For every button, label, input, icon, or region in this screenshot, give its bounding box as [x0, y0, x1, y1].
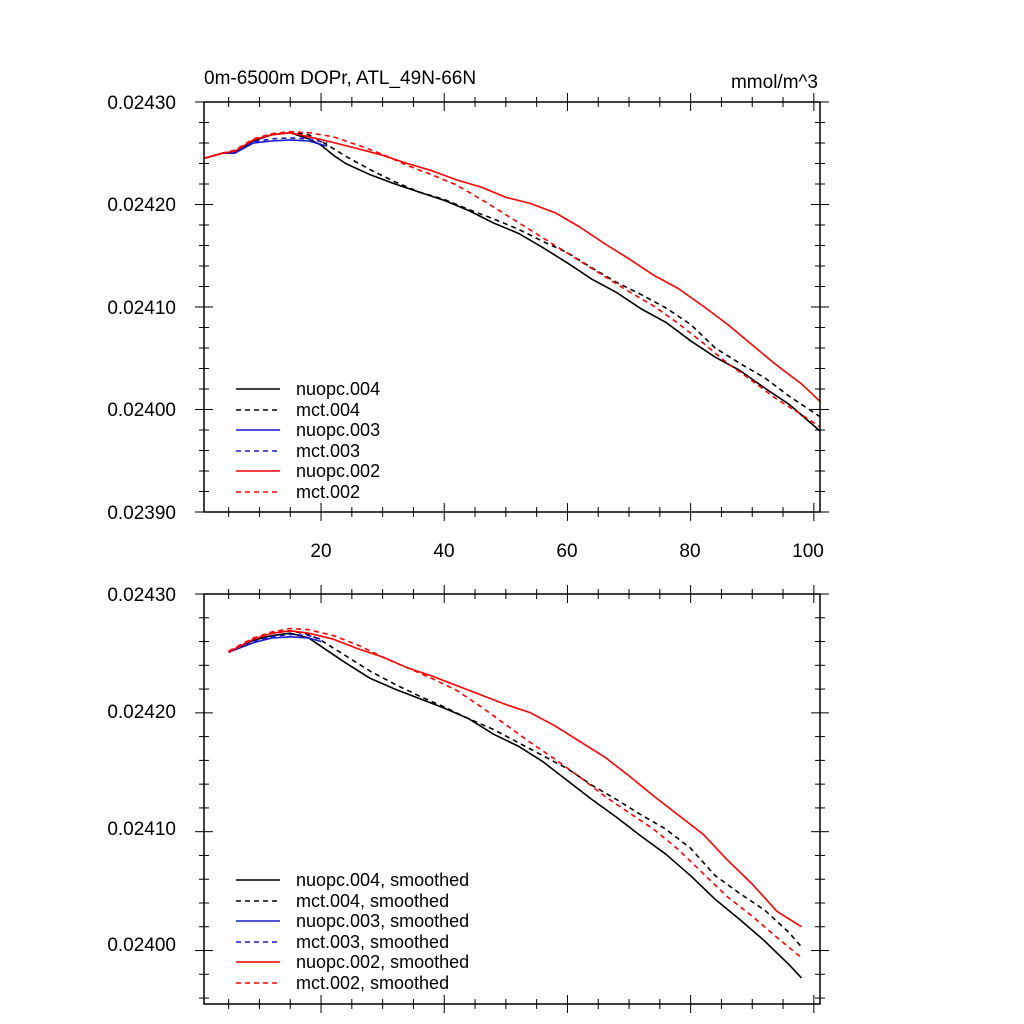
legend-label: nuopc.004: [296, 379, 380, 399]
legend-label: mct.004: [296, 400, 360, 420]
top-series: [203, 130, 821, 432]
bottom-y-tick-label: 0.02400: [107, 935, 176, 956]
legend-label: mct.004, smoothed: [296, 891, 449, 911]
bottom-y-tick-label: 0.02410: [107, 819, 176, 840]
legend-label: mct.003, smoothed: [296, 932, 449, 952]
bottom-legend: nuopc.004, smoothed mct.004, smoothed nu…: [236, 870, 469, 993]
bottom-series-mct-003-smoothed: [228, 633, 322, 653]
top-x-tick-labels: 20 40 60 80 100: [310, 541, 823, 562]
top-y-tick-label: 0.02400: [107, 400, 176, 421]
top-legend: nuopc.004 mct.004 nuopc.003 mct.003 nuop…: [236, 379, 380, 502]
bottom-series-nuopc-003-smoothed: [228, 636, 322, 653]
bottom-plot-frame: [203, 593, 821, 1005]
bottom-ticks: [195, 585, 829, 1013]
top-y-tick-label: 0.02410: [107, 298, 176, 319]
top-x-tick-label: 20: [310, 541, 331, 562]
top-x-tick-label: 40: [433, 541, 454, 562]
legend-label: nuopc.002, smoothed: [296, 952, 469, 972]
top-panel: 0m-6500m DOPr, ATL_49N-66N mmol/m^3 0.02…: [107, 68, 829, 562]
top-x-tick-label: 80: [679, 541, 700, 562]
legend-label: nuopc.003, smoothed: [296, 911, 469, 931]
top-y-tick-label: 0.02420: [107, 195, 176, 216]
legend-label: mct.002: [296, 482, 360, 502]
legend-label: nuopc.002: [296, 461, 380, 481]
top-plot-frame: [203, 101, 821, 513]
top-units: mmol/m^3: [731, 72, 818, 93]
top-x-tick-label: 100: [792, 541, 824, 562]
legend-label: mct.002, smoothed: [296, 973, 449, 993]
bottom-y-tick-label: 0.02420: [107, 702, 176, 723]
top-y-tick-label: 0.02430: [107, 93, 176, 114]
top-y-tick-labels: 0.02430 0.02420 0.02410 0.02400 0.02390: [107, 93, 176, 524]
legend-label: mct.003: [296, 441, 360, 461]
top-y-tick-label: 0.02390: [107, 503, 176, 524]
top-series-nuopc-002: [203, 131, 821, 402]
bottom-y-tick-labels: 0.02430 0.02420 0.02410 0.02400: [107, 585, 176, 956]
bottom-panel: 0.02430 0.02420 0.02410 0.02400 nuopc.00…: [107, 585, 829, 1013]
bottom-series-nuopc-002-smoothed: [228, 630, 802, 928]
bottom-y-tick-label: 0.02430: [107, 585, 176, 606]
top-ticks: [195, 93, 829, 521]
legend-label: nuopc.003: [296, 420, 380, 440]
top-x-tick-label: 60: [556, 541, 577, 562]
bottom-series-mct-004-smoothed: [228, 630, 803, 948]
top-title: 0m-6500m DOPr, ATL_49N-66N: [204, 68, 476, 89]
top-series-mct-002: [203, 130, 821, 428]
bottom-series-mct-002-smoothed: [228, 627, 803, 959]
legend-label: nuopc.004, smoothed: [296, 870, 469, 890]
bottom-series: [228, 627, 803, 979]
